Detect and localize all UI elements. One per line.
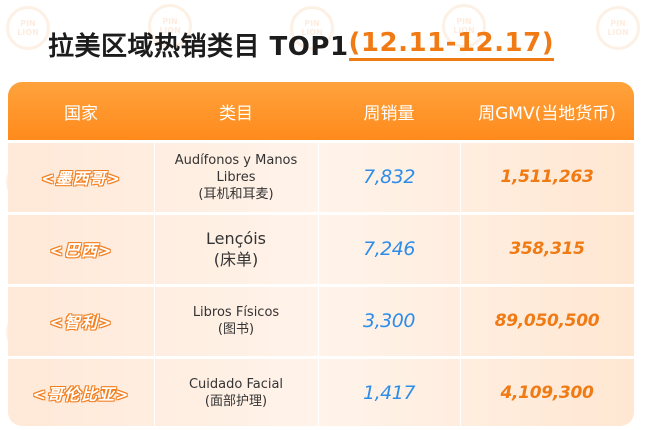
category-line: Lençóis: [206, 229, 266, 248]
category-cell: Libros Físicos (图书): [154, 286, 318, 356]
header-weekly-gmv: 周GMV(当地货币): [478, 103, 616, 124]
row-divider: [8, 356, 634, 359]
title-main: 拉美区域热销类目 TOP1: [48, 31, 349, 62]
country-cell: <智利>: [49, 312, 113, 332]
category-line: Cuidado Facial: [188, 377, 284, 392]
weekly-gmv-cell: 4,109,300: [500, 383, 594, 403]
table-row: <巴西> Lençóis (床单) 7,246 358,315: [8, 214, 634, 284]
weekly-gmv-cell: 1,511,263: [500, 167, 594, 187]
weekly-sales-cell: 7,246: [363, 238, 415, 260]
weekly-sales-cell: 1,417: [363, 382, 415, 404]
category-line: Libres: [216, 169, 256, 185]
table-row: <墨西哥> Audífonos y Manos Libres (耳机和耳麦) 7…: [8, 142, 634, 212]
page-title: 拉美区域热销类目 TOP1 (12.11-12.17): [48, 22, 555, 66]
header-weekly-sales: 周销量: [363, 103, 415, 124]
category-line: (面部护理): [204, 394, 268, 409]
category-line: Libros Físicos: [192, 305, 280, 320]
column-divider: [318, 140, 319, 426]
country-cell: <哥伦比亚>: [32, 384, 130, 404]
category-line: (图书): [217, 322, 255, 337]
category-line: (床单): [213, 250, 259, 269]
header-category: 类目: [219, 103, 253, 124]
column-divider: [460, 140, 461, 426]
row-divider: [8, 284, 634, 287]
sales-table: 国家 类目 周销量 周GMV(当地货币) <墨西哥> Audífonos y M…: [8, 82, 634, 426]
country-cell: <墨西哥>: [40, 168, 121, 188]
category-line: (耳机和耳麦): [198, 186, 274, 202]
title-date-range: (12.11-12.17): [348, 28, 555, 61]
header-country: 国家: [64, 103, 98, 124]
category-cell: Lençóis (床单): [154, 214, 318, 284]
row-divider: [8, 140, 634, 143]
weekly-gmv-cell: 89,050,500: [494, 311, 600, 331]
table-row: <哥伦比亚> Cuidado Facial (面部护理) 1,417 4,109…: [8, 358, 634, 426]
table-header: 国家 类目 周销量 周GMV(当地货币): [8, 82, 634, 140]
column-divider: [154, 140, 155, 426]
category-cell: Audífonos y Manos Libres (耳机和耳麦): [154, 142, 318, 212]
category-cell: Cuidado Facial (面部护理): [154, 358, 318, 426]
row-divider: [8, 212, 634, 215]
table-row: <智利> Libros Físicos (图书) 3,300 89,050,50…: [8, 286, 634, 356]
weekly-sales-cell: 7,832: [363, 166, 415, 188]
weekly-sales-cell: 3,300: [363, 310, 415, 332]
weekly-gmv-cell: 358,315: [509, 239, 585, 259]
country-cell: <巴西>: [49, 240, 113, 260]
category-line: Audífonos y Manos: [174, 152, 298, 168]
